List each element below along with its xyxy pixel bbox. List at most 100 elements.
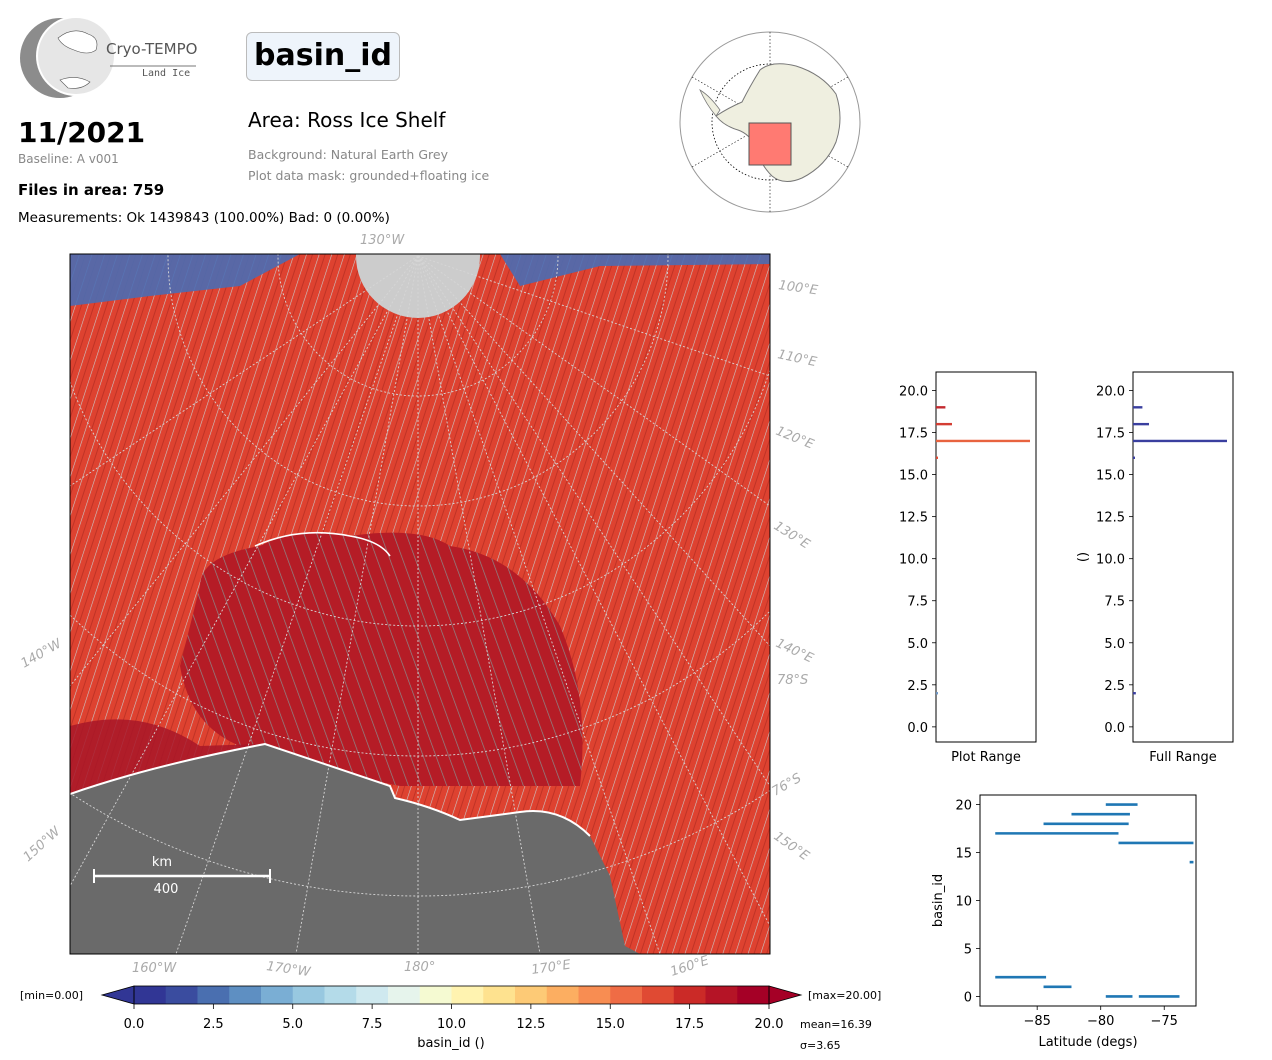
histogram-ytick-label: 10.0 [1096,553,1125,568]
scatter-ytick-label: 10 [955,895,972,910]
area-name: Area: Ross Ice Shelf [248,108,446,132]
scatter-ytick-label: 20 [955,799,972,814]
lon-label-bottom: 160°E [669,953,712,980]
lon-label-left: 150°W [21,824,65,865]
histogram-axes [1132,371,1234,743]
mask-label: Plot data mask: grounded+floating ice [248,168,490,183]
histogram-ytick-label: 12.5 [899,511,928,526]
scatter-ytick-label: 5 [964,942,972,957]
histogram-ytick-label: 15.0 [899,469,928,484]
histogram-ytick-label: 2.5 [907,679,928,694]
histogram-bar [1133,422,1149,426]
colorbar-cell [388,986,421,1004]
colorbar-cell [134,986,167,1004]
histogram-bar [1133,439,1227,443]
colorbar-tick-label: 2.5 [203,1017,224,1032]
scale-value: 400 [154,882,179,897]
colorbar-cell [610,986,643,1004]
colorbar-tick-label: 12.5 [516,1017,545,1032]
histogram-ytick-label: 7.5 [1104,595,1125,610]
scatter-panel: −85 −80 −75 0 5 10 15 20 Latitude (degs) basin_id [931,794,1197,1050]
lon-label-right: 100°E [777,278,819,298]
histogram-bar [1133,692,1136,695]
colorbar-tick-label: 15.0 [596,1017,625,1032]
colorbar-cell [197,986,230,1004]
mean-stat: mean=16.39 [800,1018,872,1031]
lon-label-bottom: 170°E [530,957,572,977]
colorbar-tick-label: 17.5 [675,1017,704,1032]
colorbar-cell [578,986,611,1004]
scatter-xtick-label: −85 [1023,1014,1050,1029]
lon-label-bottom: 160°W [132,961,177,976]
histogram-ytick-label: 0.0 [1104,721,1125,736]
parameter-title: basin_id [246,32,400,81]
histogram-panels: 0.0 2.5 5.0 7.5 10.0 12.5 15.0 17.5 20.0 Plot Ran… [899,371,1234,765]
colorbar-cell [546,986,579,1004]
scatter-ylabel: basin_id [931,874,946,927]
lon-label-right: 140°E [773,636,816,667]
histogram-xlabel: Plot Range [951,750,1021,765]
colorbar-cell [419,986,452,1004]
sigma-stat: σ=3.65 [800,1039,841,1052]
histogram-ytick-label: 15.0 [1096,469,1125,484]
baseline-label: Baseline: A v001 [18,152,119,166]
colorbar-tick-label: 10.0 [437,1017,466,1032]
histogram-xlabel: Full Range [1149,750,1217,765]
colorbar-min-label: [min=0.00] [20,989,83,1002]
colorbar-cell [515,986,548,1004]
histogram-ytick-label: 5.0 [1104,637,1125,652]
colorbar-cell [483,986,516,1004]
lat-label: 76°S [770,771,805,800]
colorbar-cell [642,986,675,1004]
lon-label-bottom: 180° [404,960,435,975]
colorbar-tick-label: 0.0 [124,1017,145,1032]
colorbar-cell [737,986,770,1004]
date-label: 11/2021 [18,116,146,149]
colorbar-cell [165,986,198,1004]
colorbar-cell [673,986,706,1004]
histogram-ylabel: () [1076,552,1091,562]
histogram-ytick-label: 17.5 [1096,427,1125,442]
histogram-bar [936,406,946,409]
histogram-ytick-label: 5.0 [907,637,928,652]
colorbar-label: basin_id () [417,1036,484,1051]
histogram-ytick-label: 7.5 [907,595,928,610]
files-count: Files in area: 759 [18,181,165,199]
colorbar-cell [451,986,484,1004]
histogram-bar [936,692,938,695]
histogram-ytick-label: 2.5 [1104,679,1125,694]
histogram-ytick-label: 12.5 [1096,511,1125,526]
measurements-summary: Measurements: Ok 1439843 (100.00%) Bad: … [18,210,390,226]
histogram-axes [935,371,1037,743]
colorbar-tick-label: 7.5 [362,1017,383,1032]
colorbar-max-label: [max=20.00] [808,989,881,1002]
histogram-ytick-label: 17.5 [899,427,928,442]
lon-label-right: 120°E [774,424,817,453]
background-label: Background: Natural Earth Grey [248,147,448,162]
cryo-tempo-logo [20,16,196,98]
scatter-ytick-label: 15 [955,847,972,862]
lon-label-right: 130°E [771,519,813,553]
histogram-ytick-label: 20.0 [1096,385,1125,400]
histogram-bar [936,422,952,426]
colorbar-cell [292,986,325,1004]
lon-label-bottom: 170°W [265,959,312,980]
histogram-bar [936,456,938,459]
lat-label: 78°S [777,673,808,688]
lon-label-right: 150°E [771,829,813,864]
colorbar-cell [229,986,262,1004]
scatter-xtick-label: −75 [1151,1014,1178,1029]
colorbar-tick-label: 20.0 [755,1017,784,1032]
main-map: km 400 130°W 100°E 110°E 120°E 130°E 140… [19,233,820,980]
lon-label-top: 130°W [360,233,405,248]
scatter-xtick-label: −80 [1087,1014,1114,1029]
lon-label-left: 140°W [19,636,66,672]
histogram-ytick-label: 10.0 [899,553,928,568]
histogram-bar [936,439,1030,443]
lon-label-right: 110°E [776,347,819,370]
colorbar-tick-label: 5.0 [282,1017,303,1032]
colorbar-cell [356,986,389,1004]
colorbar-cell [705,986,738,1004]
scatter-xlabel: Latitude (degs) [1038,1035,1137,1050]
scale-unit: km [152,855,172,870]
